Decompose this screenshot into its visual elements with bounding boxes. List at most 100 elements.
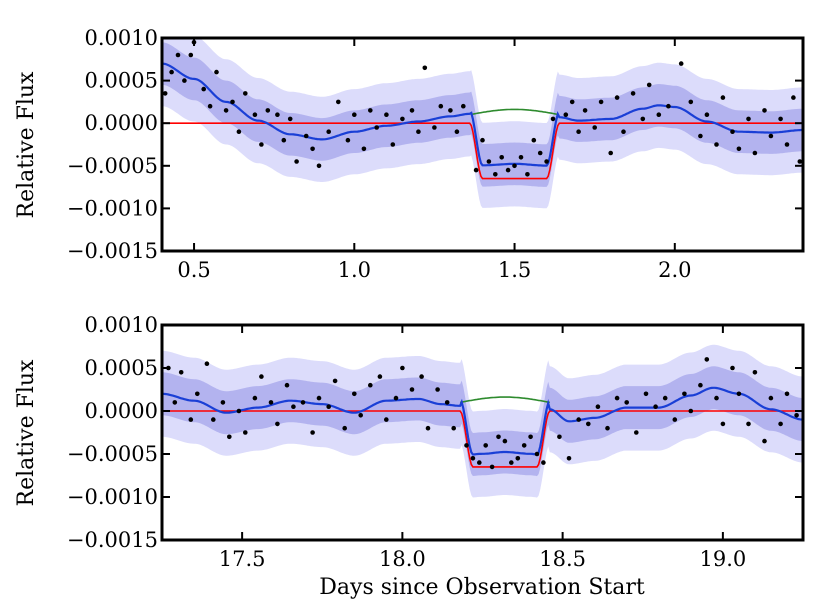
panel-top-ytick-label: −0.0005 [67,154,158,178]
panel-top-data-point [162,91,168,96]
panel-bottom-data-point [730,365,735,371]
panel-top-data-point [746,116,751,122]
panel-top-data-point [512,163,517,169]
panel-bottom-data-point [746,421,751,427]
panel-bottom-data-point [489,464,495,470]
panel-bottom-data-point [502,438,508,444]
panel-bottom-data-point [342,425,348,431]
panel-top-frame [160,36,805,253]
panel-top-data-point [736,146,742,152]
panel-top-data-point [666,103,671,109]
panel-bottom-ytick-label: −0.0010 [67,485,158,509]
panel-bottom-data-point [377,374,383,379]
panel-bottom-ylabel: Relative Flux [14,359,39,507]
panel-top-data-point [374,125,380,130]
panel-bottom-ytick-label: 0.0000 [85,399,158,423]
panel-bottom-data-point [704,357,710,362]
panel-top-data-point [432,125,437,130]
panel-top-outer-band [162,38,803,209]
panel-bottom-data-point [419,374,424,379]
panel-top-data-point [704,112,710,117]
panel-bottom-transit-model-line [162,410,803,468]
panel-top-data-point [384,112,389,117]
panel-top-data-point [454,129,460,134]
panel-top-data-point [303,133,309,139]
panel-bottom-plot [162,344,803,498]
panel-top-data-point [752,150,758,156]
panel-top: 0.5 1.0 1.5 2.0 0.0010 0.0005 0.0000 −0.0005 −0.… [14,26,805,282]
panel-top-data-point [214,69,219,75]
panel-top-inner-band [162,42,803,187]
panel-bottom-data-point [698,382,703,388]
panel-bottom-data-point [541,460,546,465]
panel-top-data-point [287,116,293,122]
panel-top-data-point [345,137,351,143]
panel-top-ylabel: Relative Flux [14,71,39,219]
panel-top-data-point [223,108,229,113]
panel-bottom-data-point [768,395,774,401]
panel-top-data-point [326,129,332,134]
panel-bottom-data-point [400,365,405,371]
panel-bottom-data-point [653,404,658,410]
panel-bottom-xtick-label: 17.5 [219,547,266,571]
panel-bottom-data-point [714,395,719,401]
panel-bottom-xtick-label: 18.0 [379,547,426,571]
panel-bottom-data-point [352,391,357,397]
panel-bottom-data-point [778,421,783,427]
panel-bottom-data-point [409,387,415,392]
panel-bottom-data-point [195,391,200,397]
panel-bottom-data-point [643,391,649,397]
panel-bottom-data-point [444,400,450,405]
panel-top-data-point [409,108,415,113]
panel-bottom-data-point [259,374,264,379]
panel-top-xtick-label: 1.0 [338,258,371,282]
panel-top-data-point [768,133,774,139]
panel-top-data-point [368,108,373,113]
panel-top-data-point [678,61,684,66]
panel-top-data-point [563,112,569,117]
panel-top-gp-only-line [471,108,558,116]
panel-top-data-point [175,52,181,58]
panel-top-data-point [486,159,492,164]
panel-bottom-data-point [752,370,758,375]
panel-top-data-point [265,108,271,113]
panel-top-data-point [505,167,511,173]
panel-top-data-point [448,108,453,113]
panel-bottom-data-point [393,395,399,401]
panel-bottom-inner-band [162,366,803,477]
panel-bottom-data-point [268,400,274,405]
panel-top-data-point [473,167,479,173]
panel-top-data-point [778,116,783,122]
panel-top-data-point [714,142,719,147]
panel-top-data-point [361,146,367,152]
panel-top-data-point [518,155,524,160]
panel-top-ytick-label: −0.0015 [67,239,158,263]
panel-top-data-point [730,129,735,134]
panel-top-data-point [416,129,421,134]
panel-top-data-point [598,99,604,105]
panel-top-xtick-label: 0.5 [177,258,210,282]
panel-bottom-data-point [252,395,258,401]
panel-top-data-point [698,133,703,139]
panel-top-ytick-label: 0.0010 [85,26,158,50]
panel-top-xtick-label: 1.5 [498,258,531,282]
panel-bottom-ytick-label: −0.0005 [67,442,158,466]
panel-bottom-data-point [284,382,290,388]
panel-bottom-gp-only-line [459,396,550,404]
panel-bottom-data-point [358,413,364,418]
panel-bottom-data-point [172,400,178,405]
panel-bottom-xtick-label: 18.5 [539,547,586,571]
panel-bottom-data-point [477,460,482,465]
panel-top-data-point [640,116,646,122]
panel-bottom-data-point [425,425,431,431]
panel-top-data-point [336,99,341,105]
panel-top-data-point [390,142,396,147]
panel-top-data-point [797,159,803,164]
panel-bottom-data-point [204,361,210,367]
panel-top-data-point [275,112,280,117]
panel-top-data-point [621,129,626,134]
panel-bottom-data-point [586,421,591,427]
panel-bottom-data-point [236,408,242,414]
panel-top-data-point [762,108,767,113]
